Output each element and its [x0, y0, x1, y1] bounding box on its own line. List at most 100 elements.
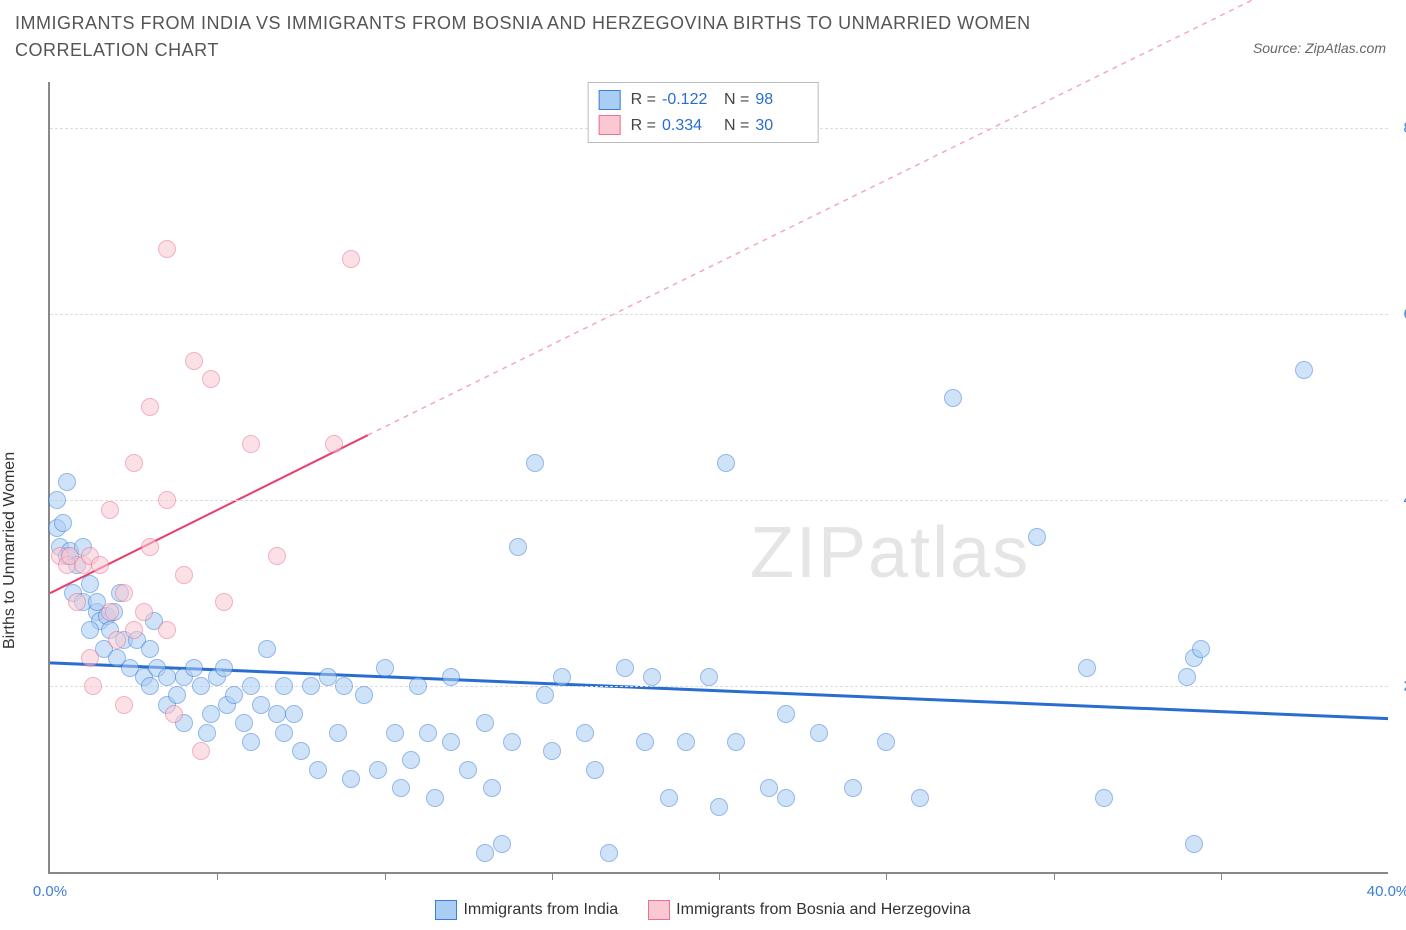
data-point	[844, 779, 862, 797]
y-tick-label: 80.0%	[1396, 120, 1406, 137]
data-point	[325, 435, 343, 453]
data-point	[192, 742, 210, 760]
chart-title: IMMIGRANTS FROM INDIA VS IMMIGRANTS FROM…	[15, 10, 1115, 64]
legend-n-label: N =	[724, 113, 749, 139]
legend-n-value: 98	[755, 87, 807, 113]
data-point	[409, 677, 427, 695]
legend-label: Immigrants from Bosnia and Herzegovina	[676, 901, 970, 919]
data-point	[643, 668, 661, 686]
data-point	[402, 751, 420, 769]
data-point	[503, 733, 521, 751]
data-point	[135, 603, 153, 621]
data-point	[760, 779, 778, 797]
data-point	[717, 454, 735, 472]
legend-r-value: 0.334	[662, 113, 714, 139]
data-point	[442, 733, 460, 751]
data-point	[125, 621, 143, 639]
data-point	[677, 733, 695, 751]
data-point	[616, 659, 634, 677]
legend-row: R =0.334N =30	[599, 113, 808, 139]
data-point	[185, 659, 203, 677]
data-point	[1095, 789, 1113, 807]
data-point	[268, 705, 286, 723]
data-point	[576, 724, 594, 742]
data-point	[225, 686, 243, 704]
data-point	[476, 844, 494, 862]
data-point	[1295, 361, 1313, 379]
x-tick	[1054, 872, 1055, 880]
data-point	[777, 789, 795, 807]
data-point	[1078, 659, 1096, 677]
x-tick	[217, 872, 218, 880]
data-point	[141, 538, 159, 556]
data-point	[710, 798, 728, 816]
data-point	[108, 631, 126, 649]
x-tick	[719, 872, 720, 880]
legend-swatch	[648, 900, 670, 920]
data-point	[355, 686, 373, 704]
data-point	[777, 705, 795, 723]
data-point	[141, 640, 159, 658]
legend-r-label: R =	[631, 113, 656, 139]
legend-item: Immigrants from India	[435, 900, 618, 920]
data-point	[386, 724, 404, 742]
data-point	[660, 789, 678, 807]
data-point	[636, 733, 654, 751]
data-point	[1178, 668, 1196, 686]
correlation-legend: R =-0.122N =98R =0.334N =30	[588, 82, 819, 143]
legend-r-value: -0.122	[662, 87, 714, 113]
data-point	[810, 724, 828, 742]
data-point	[115, 696, 133, 714]
data-point	[81, 649, 99, 667]
x-tick	[1221, 872, 1222, 880]
y-axis-label: Births to Unmarried Women	[1, 452, 19, 649]
data-point	[141, 398, 159, 416]
data-point	[198, 724, 216, 742]
data-point	[727, 733, 745, 751]
data-point	[215, 593, 233, 611]
trend-line	[368, 0, 1388, 435]
data-point	[1185, 835, 1203, 853]
data-point	[335, 677, 353, 695]
gridline	[50, 500, 1388, 501]
data-point	[158, 668, 176, 686]
data-point	[258, 640, 276, 658]
data-point	[536, 686, 554, 704]
watermark: ZIPatlas	[750, 512, 1030, 594]
data-point	[911, 789, 929, 807]
data-point	[600, 844, 618, 862]
data-point	[483, 779, 501, 797]
y-tick-label: 20.0%	[1396, 678, 1406, 695]
data-point	[877, 733, 895, 751]
data-point	[1028, 528, 1046, 546]
data-point	[91, 556, 109, 574]
legend-r-label: R =	[631, 87, 656, 113]
data-point	[275, 677, 293, 695]
data-point	[1192, 640, 1210, 658]
data-point	[81, 621, 99, 639]
legend-swatch	[599, 90, 621, 110]
data-point	[342, 250, 360, 268]
data-point	[115, 584, 133, 602]
data-point	[158, 491, 176, 509]
data-point	[242, 733, 260, 751]
data-point	[526, 454, 544, 472]
data-point	[329, 724, 347, 742]
data-point	[252, 696, 270, 714]
data-point	[268, 547, 286, 565]
legend-row: R =-0.122 N =98	[599, 87, 808, 113]
legend-swatch	[599, 115, 621, 135]
legend-swatch	[435, 900, 457, 920]
data-point	[944, 389, 962, 407]
data-point	[553, 668, 571, 686]
x-tick	[385, 872, 386, 880]
data-point	[168, 686, 186, 704]
data-point	[319, 668, 337, 686]
data-point	[292, 742, 310, 760]
data-point	[125, 454, 143, 472]
data-point	[700, 668, 718, 686]
source-attribution: Source: ZipAtlas.com	[1253, 40, 1386, 56]
x-tick	[552, 872, 553, 880]
data-point	[84, 677, 102, 695]
legend-n-label: N =	[724, 87, 749, 113]
